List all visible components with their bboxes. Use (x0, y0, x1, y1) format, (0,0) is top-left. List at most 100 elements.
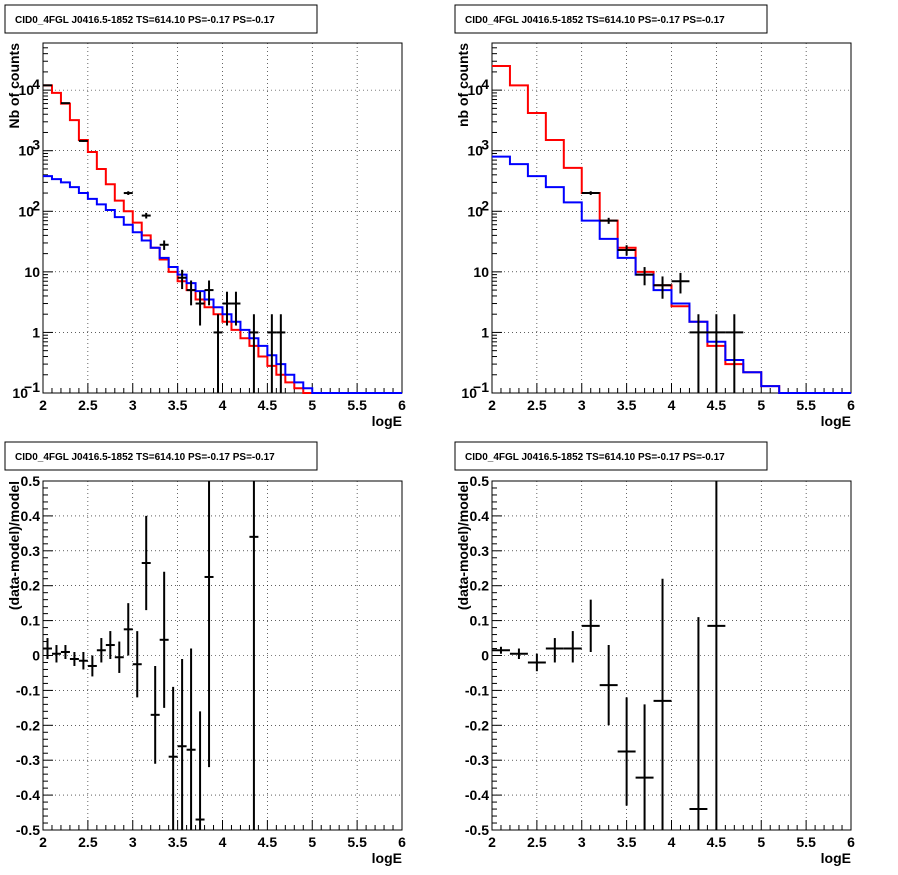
data-point (96, 638, 106, 663)
data-point (159, 240, 169, 250)
x-tick-label: 4.5 (707, 834, 727, 850)
data-point (689, 314, 708, 393)
y-tick-label: -0.4 (465, 787, 489, 803)
data-point (635, 267, 654, 286)
chart-panel-bottom-right: CID0_4FGL J0416.5-1852 TS=614.10 PS=-0.1… (454, 441, 855, 866)
data-point (725, 314, 744, 393)
y-tick-exponent: −1 (473, 379, 489, 395)
x-tick-label: 2.5 (78, 397, 98, 413)
y-tick-label: 0 (481, 648, 489, 664)
data-point (204, 280, 214, 306)
x-tick-label: 5 (757, 397, 765, 413)
x-tick-label: 4.5 (258, 397, 278, 413)
series-line-1 (492, 155, 851, 394)
data-point (231, 291, 241, 326)
y-tick-label: 0.5 (21, 473, 41, 489)
y-tick-label: 0.1 (21, 613, 41, 629)
data-point (186, 648, 196, 830)
data-point (150, 665, 160, 764)
data-point (492, 646, 510, 654)
y-tick-label: 10 (18, 82, 34, 98)
data-point (707, 314, 726, 393)
data-point (141, 515, 151, 611)
x-tick-label: 2 (39, 397, 47, 413)
data-point (527, 653, 546, 672)
y-tick-label: 10 (12, 385, 28, 401)
title-box (454, 4, 768, 34)
x-tick-label: 3.5 (168, 834, 188, 850)
data-point (195, 291, 205, 326)
data-point (581, 599, 600, 653)
x-tick-label: 6 (398, 834, 406, 850)
data-point (222, 291, 232, 326)
x-tick-label: 5.5 (347, 834, 367, 850)
x-tick-label: 5 (757, 834, 765, 850)
title-box (4, 441, 318, 471)
data-point (168, 686, 178, 830)
x-axis-label: logE (372, 850, 402, 866)
data-point (51, 645, 61, 663)
chart-title: CID0_4FGL J0416.5-1852 TS=614.10 PS=-0.1… (465, 452, 725, 463)
title-box (4, 4, 318, 34)
x-tick-label: 3 (578, 397, 586, 413)
y-tick-label: 10 (467, 203, 483, 219)
data-point (689, 617, 708, 830)
x-tick-label: 5.5 (796, 834, 816, 850)
x-tick-label: 2.5 (527, 834, 547, 850)
y-tick-exponent: 3 (481, 137, 489, 153)
grid (43, 481, 402, 830)
y-tick-label: -0.2 (465, 717, 489, 733)
y-tick-label: 10 (24, 264, 40, 280)
y-tick-label: 0.3 (470, 543, 490, 559)
data-point (599, 217, 618, 224)
y-axis-label: (data-model)/model (6, 481, 22, 610)
x-tick-label: 5 (308, 397, 316, 413)
x-tick-label: 3 (129, 834, 137, 850)
x-axis-label: logE (821, 850, 851, 866)
data-point (195, 711, 205, 830)
x-tick-label: 5.5 (347, 397, 367, 413)
series-line-1 (43, 175, 402, 394)
y-tick-label: 0.1 (470, 613, 490, 629)
chart-title: CID0_4FGL J0416.5-1852 TS=614.10 PS=-0.1… (15, 452, 275, 463)
x-tick-label: 2.5 (78, 834, 98, 850)
y-tick-exponent: 2 (32, 197, 40, 213)
x-tick-label: 6 (847, 397, 855, 413)
title-box (454, 441, 768, 471)
y-tick-label: 0.4 (470, 508, 490, 524)
y-tick-label: 10 (18, 203, 34, 219)
x-tick-label: 4.5 (707, 397, 727, 413)
data-point (249, 481, 259, 830)
data-point (617, 697, 636, 806)
grid (43, 43, 402, 393)
y-tick-label: -0.2 (16, 717, 40, 733)
x-tick-label: 2 (488, 397, 496, 413)
data-point (132, 631, 142, 698)
y-tick-label: 10 (461, 385, 477, 401)
data-point (69, 652, 79, 666)
x-tick-label: 6 (398, 397, 406, 413)
data-point (177, 269, 187, 290)
data-point (123, 191, 133, 195)
data-point (545, 638, 564, 663)
x-tick-label: 6 (847, 834, 855, 850)
data-point (267, 314, 277, 393)
y-tick-label: 10 (473, 264, 489, 280)
grid (492, 43, 851, 393)
data-point (213, 314, 223, 393)
data-point (599, 645, 618, 726)
grid (492, 481, 851, 830)
y-tick-exponent: 4 (32, 76, 40, 92)
y-tick-label: -0.5 (16, 822, 40, 838)
x-tick-label: 5 (308, 834, 316, 850)
y-tick-label: -0.5 (465, 822, 489, 838)
x-tick-label: 2.5 (527, 397, 547, 413)
y-tick-label: -0.1 (16, 682, 40, 698)
y-tick-label: -0.1 (465, 682, 489, 698)
chart-panel-top-left: CID0_4FGL J0416.5-1852 TS=614.10 PS=-0.1… (4, 4, 406, 429)
data-point (114, 641, 124, 673)
y-tick-label: 0.3 (21, 543, 41, 559)
data-point (43, 84, 52, 87)
y-axis-label: (data-model)/model (455, 481, 471, 610)
